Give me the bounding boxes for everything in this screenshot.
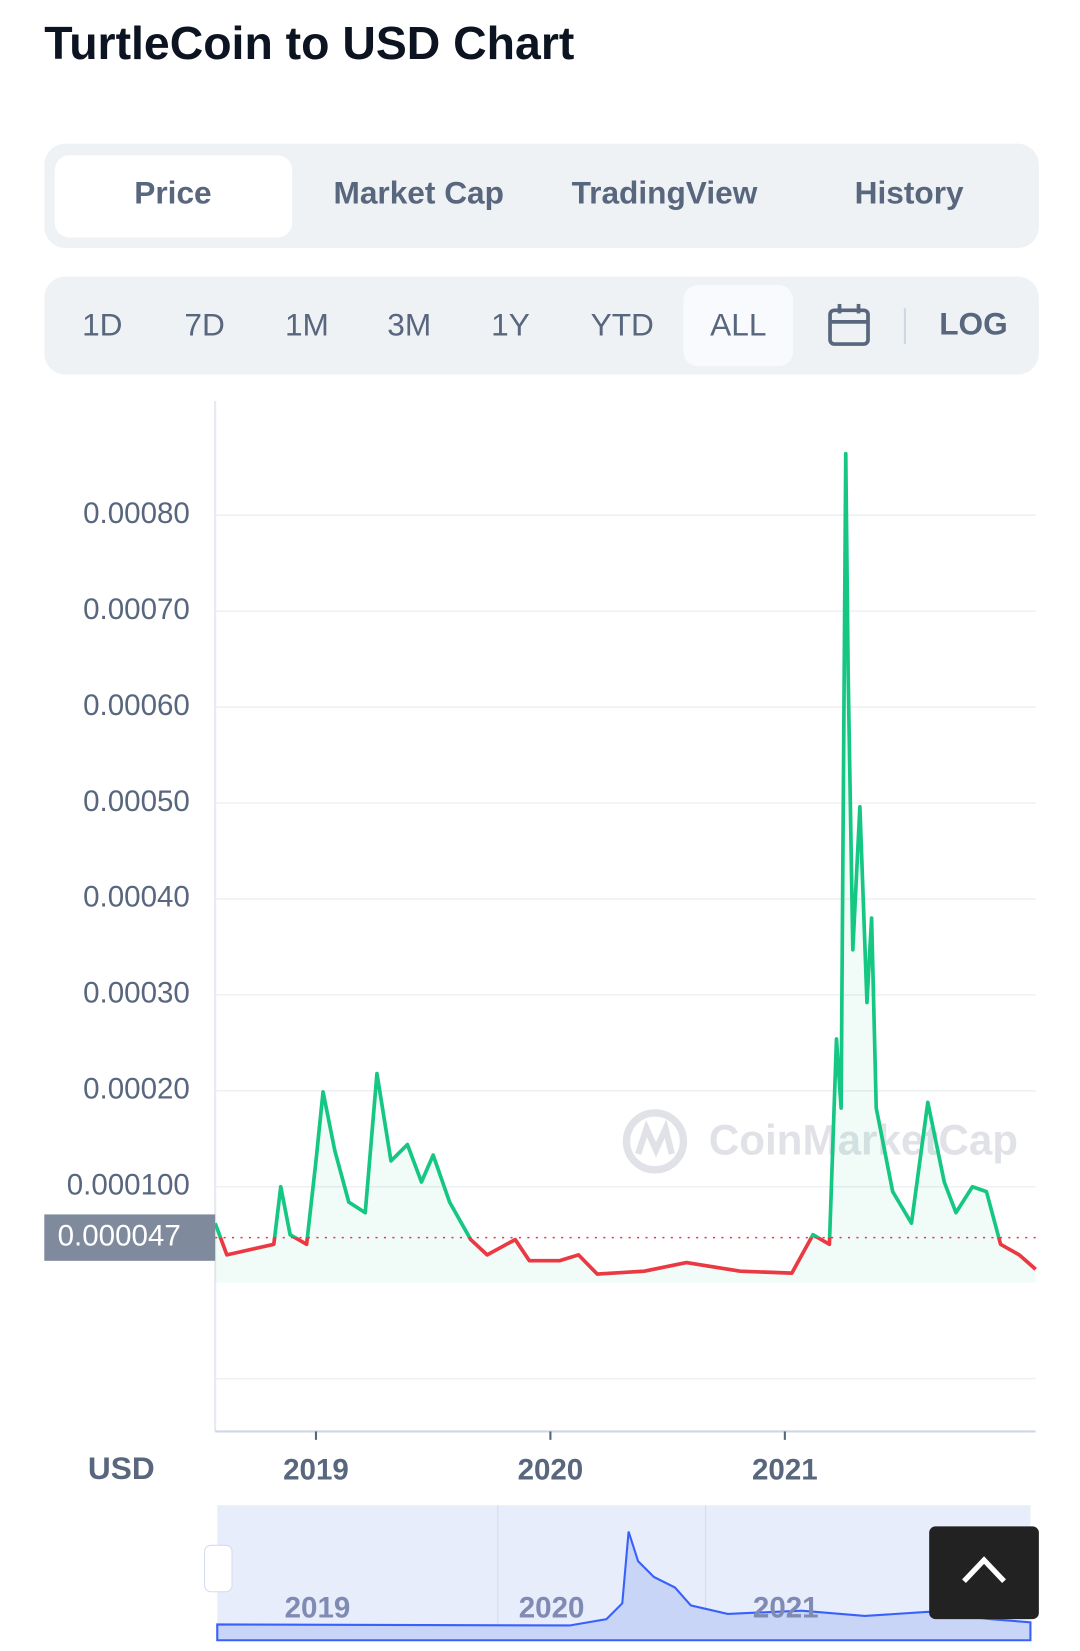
navigator-label: 2021 <box>753 1591 819 1624</box>
x-tick-label: 2019 <box>283 1453 349 1486</box>
current-price-label: 0.000047 <box>58 1219 181 1252</box>
y-tick-label: 0.00070 <box>83 593 190 626</box>
tab[interactable]: TradingView <box>572 175 758 211</box>
price-line <box>213 451 1037 1276</box>
y-tick-label: 0.00040 <box>83 881 190 914</box>
y-unit-label: USD <box>88 1450 155 1486</box>
range-button[interactable]: 7D <box>184 307 224 343</box>
navigator-handle[interactable] <box>204 1544 233 1593</box>
watermark-text: CoinMarketCap <box>709 1117 1018 1164</box>
navigator-label: 2020 <box>519 1591 585 1624</box>
y-tick-label: 0.00050 <box>83 785 190 818</box>
tab-selected <box>54 155 293 238</box>
watermark: CoinMarketCap <box>622 1109 1018 1174</box>
navigator-line <box>216 1531 1032 1642</box>
range-button[interactable]: 1D <box>82 307 122 343</box>
range-button[interactable]: 1Y <box>491 307 530 343</box>
y-tick-label: 0.00060 <box>83 689 190 722</box>
calendar-button[interactable] <box>828 303 870 346</box>
y-tick-label: 0.000100 <box>67 1169 190 1202</box>
range-selected <box>683 284 794 367</box>
x-tick-label: 2021 <box>752 1453 818 1486</box>
tab[interactable]: Price <box>134 175 211 211</box>
x-tick-label: 2020 <box>518 1453 584 1486</box>
range-button[interactable]: 3M <box>387 307 431 343</box>
range-button[interactable]: YTD <box>591 307 654 343</box>
navigator-label: 2019 <box>285 1591 351 1624</box>
y-tick-label: 0.00020 <box>83 1073 190 1106</box>
tab[interactable]: Market Cap <box>333 175 503 211</box>
page-title: TurtleCoin to USD Chart <box>44 17 574 69</box>
current-price-box <box>44 1214 216 1261</box>
tab-bar <box>44 143 1039 249</box>
range-button[interactable]: 1M <box>285 307 329 343</box>
log-button[interactable]: LOG <box>939 305 1008 341</box>
y-tick-label: 0.00080 <box>83 497 190 530</box>
range-button[interactable]: ALL <box>710 307 766 343</box>
tab[interactable]: History <box>855 175 964 211</box>
y-tick-label: 0.00030 <box>83 977 190 1010</box>
back-to-top[interactable] <box>929 1526 1039 1620</box>
